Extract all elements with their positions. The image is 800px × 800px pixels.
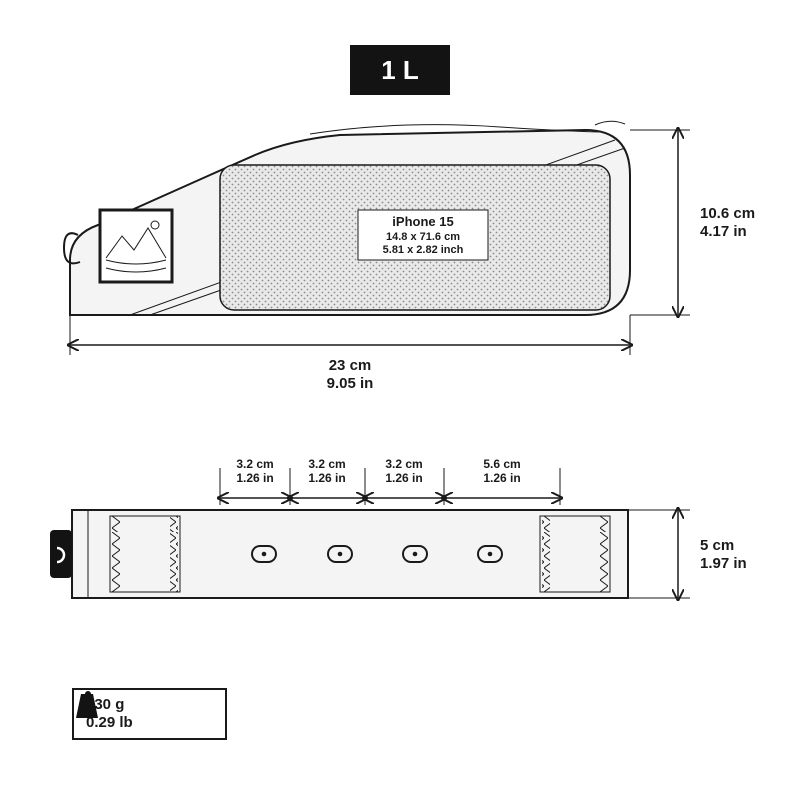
end-tab	[50, 530, 72, 578]
height-in: 4.17 in	[700, 223, 747, 240]
svg-text:1.26 in: 1.26 in	[308, 471, 345, 485]
bottom-height-in: 1.97 in	[700, 555, 747, 572]
svg-text:3.2 cm: 3.2 cm	[385, 457, 422, 471]
span-dims: 3.2 cm 1.26 in 3.2 cm 1.26 in 3.2 cm 1.2…	[220, 457, 560, 505]
svg-text:1.26 in: 1.26 in	[483, 471, 520, 485]
svg-text:1.26 in: 1.26 in	[236, 471, 273, 485]
diagram-svg: iPhone 15 14.8 x 71.6 cm 5.81 x 2.82 inc…	[0, 0, 800, 800]
bottom-view: 3.2 cm 1.26 in 3.2 cm 1.26 in 3.2 cm 1.2…	[50, 457, 747, 598]
bottom-height-cm: 5 cm	[700, 537, 734, 554]
phone-dims-cm: 14.8 x 71.6 cm	[386, 231, 460, 243]
phone-title: iPhone 15	[392, 214, 453, 229]
svg-text:1.26 in: 1.26 in	[385, 471, 422, 485]
weight-box: 130 g 0.29 lb	[72, 688, 227, 740]
width-cm: 23 cm	[329, 357, 372, 374]
side-view: iPhone 15 14.8 x 71.6 cm 5.81 x 2.82 inc…	[64, 121, 755, 392]
svg-text:3.2 cm: 3.2 cm	[236, 457, 273, 471]
weight-icon	[74, 690, 102, 722]
height-cm: 10.6 cm	[700, 205, 755, 222]
svg-text:3.2 cm: 3.2 cm	[308, 457, 345, 471]
svg-text:5.6 cm: 5.6 cm	[483, 457, 520, 471]
width-in: 9.05 in	[327, 375, 374, 392]
phone-dims-in: 5.81 x 2.82 inch	[383, 244, 464, 256]
